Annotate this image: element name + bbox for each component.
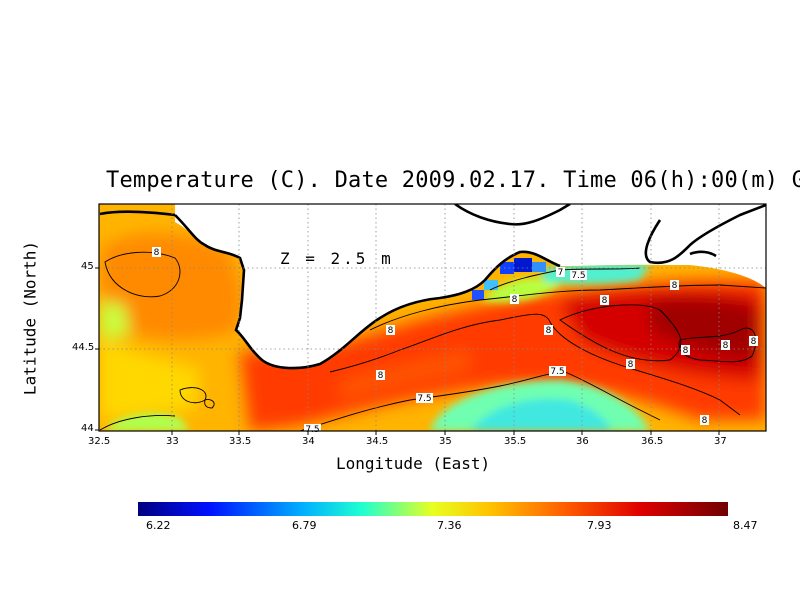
svg-text:8: 8: [723, 341, 729, 351]
tick-marks: [95, 267, 720, 435]
contour-label: 8: [152, 247, 161, 258]
x-tick-label: 35.5: [504, 436, 527, 447]
x-tick-label: 37: [714, 436, 727, 447]
svg-text:7: 7: [558, 268, 564, 278]
x-tick-label: 33.5: [229, 436, 252, 447]
depth-label: Z = 2.5 m: [280, 249, 394, 268]
map-frame: [98, 203, 767, 432]
contour-label: 8: [510, 294, 519, 305]
colorbar-tick-label: 7.93: [587, 519, 612, 532]
coastline: [99, 204, 766, 370]
svg-text:8: 8: [388, 326, 394, 336]
contour-label: 8: [681, 345, 690, 356]
svg-text:7.5: 7.5: [305, 425, 319, 435]
chart-title: Temperature (C). Date 2009.02.17. Time 0…: [106, 168, 800, 193]
contour-label: 7.5: [304, 424, 321, 435]
crimea-land: [175, 204, 660, 369]
x-tick-label: 32.5: [88, 436, 111, 447]
colorbar-tick-label: 6.22: [146, 519, 171, 532]
x-tick-label: 36: [576, 436, 589, 447]
x-tick-label: 35: [439, 436, 452, 447]
contour-label: 7.5: [549, 366, 566, 377]
contour-labels: 8 8 8 8 8 8 8 8 8 8 8 8 7.5 7.5 7.5 7.5 …: [152, 247, 758, 435]
contour-label: 7: [556, 267, 565, 278]
contour-lines: [99, 251, 766, 431]
x-tick-label: 33: [166, 436, 179, 447]
contour-label: 8: [700, 415, 709, 426]
x-tick-label: 34.5: [366, 436, 389, 447]
y-tick-label: 44: [81, 423, 94, 434]
grid-lines: [99, 204, 766, 431]
svg-text:8: 8: [154, 248, 160, 258]
colorbar-tick-label: 7.36: [437, 519, 462, 532]
kerch-land: [660, 204, 766, 288]
contour-label: 8: [376, 370, 385, 381]
contour-label: 8: [600, 295, 609, 306]
y-tick-label: 44.5: [72, 342, 95, 353]
svg-text:8: 8: [546, 326, 552, 336]
y-axis-label: Latitude (North): [20, 240, 40, 396]
svg-text:8: 8: [672, 281, 678, 291]
svg-text:7.5: 7.5: [571, 271, 585, 281]
svg-text:8: 8: [702, 416, 708, 426]
temperature-field: [99, 204, 766, 431]
svg-text:8: 8: [512, 295, 518, 305]
svg-text:7.5: 7.5: [417, 394, 431, 404]
y-tick-label: 45: [81, 261, 94, 272]
contour-label: 8: [749, 336, 758, 347]
svg-text:7.5: 7.5: [550, 367, 564, 377]
x-axis-label: Longitude (East): [336, 454, 491, 473]
colorbar-tick-label: 8.47: [733, 519, 758, 532]
contour-label: 8: [670, 280, 679, 291]
contour-label: 7.5: [416, 393, 433, 404]
colorbar-tick-label: 6.79: [292, 519, 317, 532]
contour-label: 8: [386, 325, 395, 336]
x-tick-label: 34: [302, 436, 315, 447]
colorbar: [138, 502, 728, 516]
contour-label: 8: [544, 325, 553, 336]
contour-label: 8: [721, 340, 730, 351]
x-tick-label: 36.5: [641, 436, 664, 447]
contour-label: 7.5: [570, 270, 587, 281]
svg-text:8: 8: [683, 346, 689, 356]
svg-text:8: 8: [378, 371, 384, 381]
svg-text:8: 8: [602, 296, 608, 306]
svg-text:8: 8: [751, 337, 757, 347]
contour-label: 8: [626, 359, 635, 370]
svg-text:8: 8: [628, 360, 634, 370]
